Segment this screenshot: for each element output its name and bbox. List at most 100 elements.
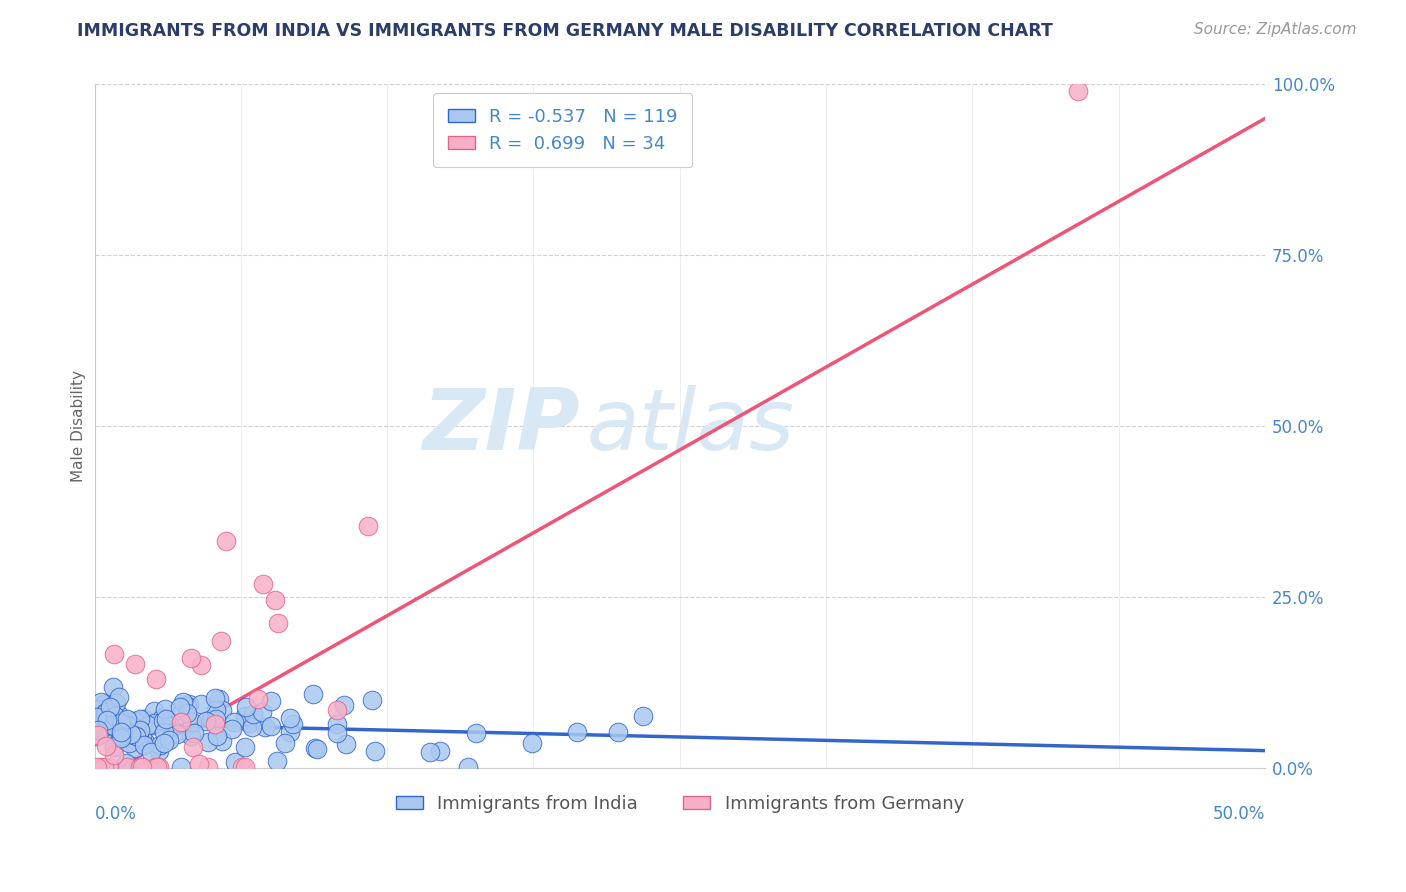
Point bbox=[266, 616, 288, 631]
Point bbox=[253, 720, 276, 734]
Point bbox=[98, 723, 121, 738]
Point bbox=[142, 704, 165, 718]
Point bbox=[120, 727, 142, 741]
Point bbox=[93, 698, 115, 712]
Point bbox=[103, 719, 125, 733]
Point bbox=[148, 744, 170, 758]
Point bbox=[155, 712, 177, 726]
Point bbox=[128, 760, 150, 774]
Point bbox=[153, 735, 176, 749]
Point bbox=[242, 721, 264, 735]
Point bbox=[93, 706, 115, 720]
Point bbox=[152, 711, 174, 725]
Point bbox=[127, 729, 149, 743]
Point bbox=[235, 699, 257, 714]
Point bbox=[252, 576, 274, 591]
Point bbox=[104, 696, 127, 710]
Point bbox=[124, 657, 146, 672]
Point bbox=[93, 760, 115, 774]
Point bbox=[200, 712, 222, 726]
Point bbox=[97, 717, 120, 731]
Point bbox=[90, 695, 112, 709]
Point bbox=[96, 713, 118, 727]
Point bbox=[307, 742, 329, 756]
Point bbox=[214, 533, 236, 548]
Point bbox=[326, 703, 349, 717]
Point bbox=[110, 730, 132, 744]
Point bbox=[242, 707, 264, 722]
Text: ZIP: ZIP bbox=[423, 384, 581, 467]
Point bbox=[134, 735, 156, 749]
Point bbox=[176, 706, 198, 720]
Point bbox=[91, 718, 114, 732]
Point bbox=[567, 724, 589, 739]
Point bbox=[136, 718, 159, 732]
Point bbox=[205, 729, 228, 743]
Point bbox=[107, 707, 129, 722]
Point bbox=[131, 729, 153, 743]
Point bbox=[145, 672, 167, 686]
Point bbox=[129, 723, 152, 738]
Text: IMMIGRANTS FROM INDIA VS IMMIGRANTS FROM GERMANY MALE DISABILITY CORRELATION CHA: IMMIGRANTS FROM INDIA VS IMMIGRANTS FROM… bbox=[77, 22, 1053, 40]
Point bbox=[633, 709, 655, 723]
Point bbox=[86, 729, 108, 743]
Point bbox=[172, 695, 194, 709]
Point bbox=[87, 723, 110, 737]
Y-axis label: Male Disability: Male Disability bbox=[72, 370, 86, 482]
Point bbox=[205, 712, 228, 726]
Point bbox=[429, 744, 451, 758]
Point bbox=[120, 727, 142, 741]
Point bbox=[110, 731, 132, 746]
Point bbox=[115, 712, 138, 726]
Point bbox=[110, 716, 132, 731]
Point bbox=[250, 705, 273, 719]
Point bbox=[101, 710, 124, 724]
Point bbox=[181, 740, 204, 755]
Point bbox=[211, 734, 233, 748]
Point bbox=[197, 760, 219, 774]
Point bbox=[224, 714, 246, 729]
Point bbox=[132, 712, 155, 726]
Point bbox=[335, 737, 357, 751]
Point bbox=[211, 703, 233, 717]
Point bbox=[233, 760, 256, 774]
Legend: Immigrants from India, Immigrants from Germany: Immigrants from India, Immigrants from G… bbox=[388, 788, 972, 820]
Point bbox=[104, 708, 127, 723]
Point bbox=[114, 756, 136, 771]
Point bbox=[103, 747, 125, 762]
Point bbox=[266, 754, 288, 768]
Point bbox=[117, 719, 139, 733]
Point bbox=[153, 725, 176, 739]
Point bbox=[204, 717, 226, 731]
Point bbox=[149, 738, 172, 752]
Point bbox=[86, 709, 108, 723]
Text: atlas: atlas bbox=[586, 384, 794, 467]
Point bbox=[419, 745, 441, 759]
Point bbox=[304, 740, 326, 755]
Point bbox=[278, 710, 301, 724]
Point bbox=[152, 714, 174, 728]
Point bbox=[148, 760, 170, 774]
Point bbox=[155, 702, 177, 716]
Point bbox=[195, 714, 218, 728]
Point bbox=[606, 724, 628, 739]
Point bbox=[231, 760, 253, 774]
Point bbox=[170, 760, 193, 774]
Point bbox=[183, 725, 205, 739]
Point bbox=[247, 692, 270, 706]
Point bbox=[278, 725, 301, 739]
Point bbox=[176, 699, 198, 714]
Point bbox=[221, 723, 243, 737]
Point bbox=[187, 757, 209, 772]
Text: 0.0%: 0.0% bbox=[94, 805, 136, 823]
Point bbox=[274, 736, 297, 750]
Point bbox=[205, 703, 228, 717]
Point bbox=[159, 718, 181, 732]
Point bbox=[180, 729, 202, 743]
Point bbox=[90, 760, 112, 774]
Point bbox=[103, 739, 125, 754]
Point bbox=[89, 702, 111, 716]
Point bbox=[208, 691, 231, 706]
Point bbox=[139, 745, 162, 759]
Point bbox=[197, 735, 219, 749]
